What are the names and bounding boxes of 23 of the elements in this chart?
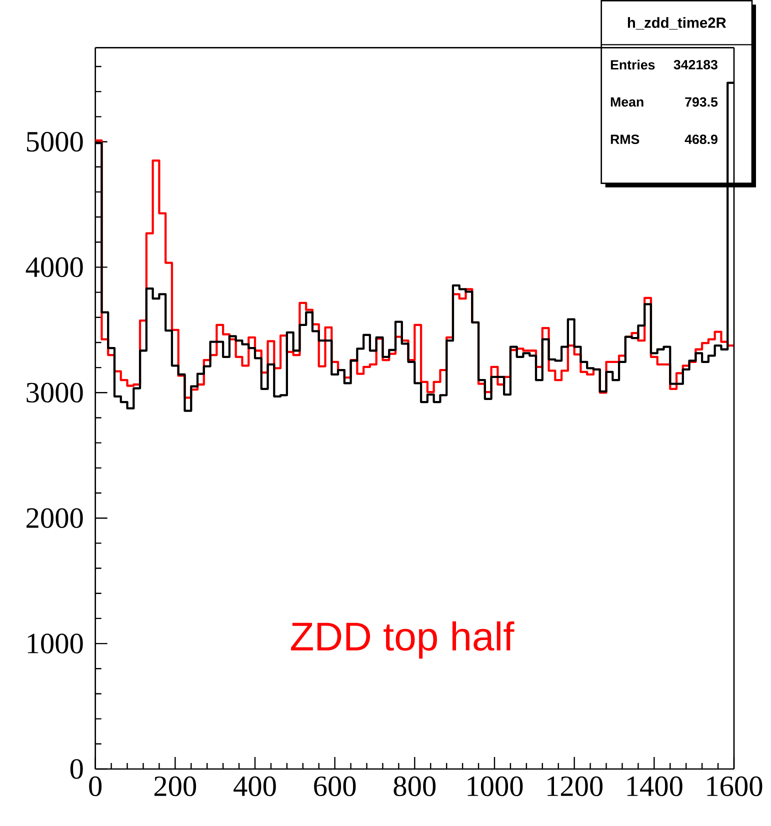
annotation: RMS <box>610 134 640 144</box>
x-tick-label: 1600 <box>707 776 762 796</box>
annotation: 342183 <box>674 60 718 70</box>
y-tick-label: 3000 <box>26 382 83 403</box>
x-tick-label: 0 <box>89 776 102 796</box>
x-tick-label: 1000 <box>468 776 523 796</box>
annotation: 793.5 <box>685 97 718 107</box>
y-tick-label: 0 <box>70 759 83 779</box>
x-tick-label: 600 <box>314 776 356 796</box>
x-tick-label: 1400 <box>627 776 682 796</box>
x-tick-label: 800 <box>394 776 436 796</box>
y-tick-label: 5000 <box>27 132 83 152</box>
text: h_zdd_time2R <box>628 17 726 30</box>
x-tick-label: 200 <box>154 776 196 796</box>
annotation: Mean <box>610 97 644 107</box>
y-tick-label: 2000 <box>26 508 83 528</box>
y-tick-label: 1000 <box>28 634 83 654</box>
x-tick-label: 400 <box>234 776 276 796</box>
annotation: Entries <box>610 60 655 70</box>
annotation: 468.9 <box>684 134 718 144</box>
x-tick-label: 1200 <box>548 776 603 796</box>
y-tick-label: 4000 <box>26 257 83 278</box>
annotation: ZDD top half <box>291 621 514 659</box>
